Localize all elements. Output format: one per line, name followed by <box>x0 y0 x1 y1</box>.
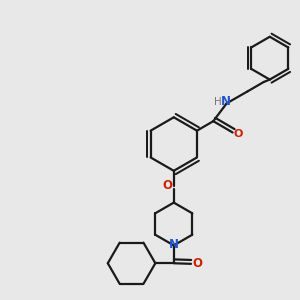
Text: H: H <box>214 97 222 107</box>
Text: O: O <box>233 129 243 139</box>
Text: N: N <box>169 238 179 251</box>
Text: N: N <box>221 95 231 108</box>
Text: O: O <box>193 257 202 270</box>
Text: O: O <box>162 179 172 192</box>
